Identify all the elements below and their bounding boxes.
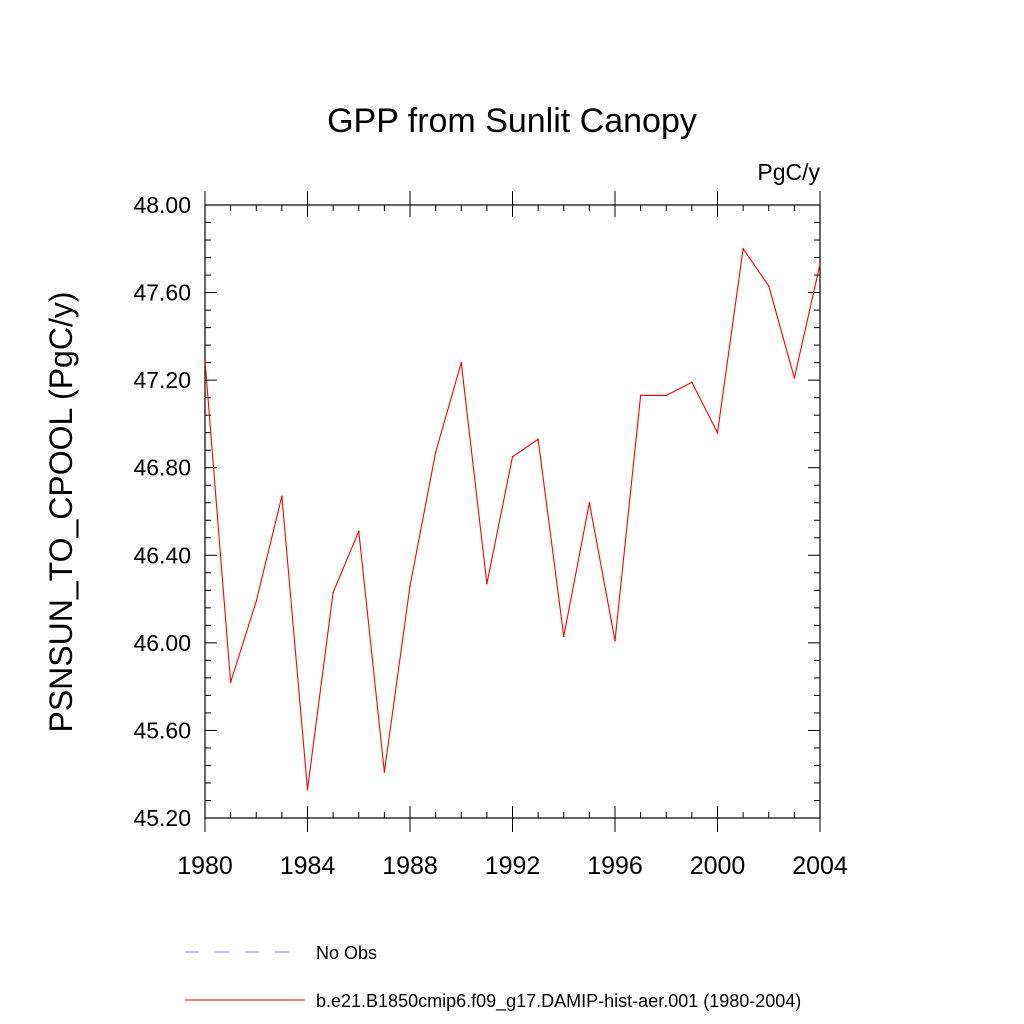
data-point xyxy=(229,681,232,684)
data-point xyxy=(357,530,360,533)
data-point xyxy=(742,247,744,250)
data-point xyxy=(562,635,565,638)
y-axis-label: PSNSUN_TO_CPOOL (PgC/y) xyxy=(43,292,79,733)
plot-area xyxy=(204,247,821,791)
x-tick-label: 1980 xyxy=(177,852,233,880)
data-point xyxy=(306,788,309,791)
data-point xyxy=(409,585,411,587)
x-tick-label: 2004 xyxy=(792,852,848,880)
x-tick-label: 1992 xyxy=(485,852,541,880)
data-point xyxy=(434,451,437,454)
x-tick-label: 1996 xyxy=(587,852,643,880)
data-point xyxy=(332,591,334,594)
plot-frame xyxy=(204,204,821,819)
data-point xyxy=(793,377,796,379)
y-tick-label: 47.60 xyxy=(133,280,191,306)
y-tick-label: 46.00 xyxy=(133,630,191,656)
y-tick-label: 45.60 xyxy=(133,717,191,743)
data-point xyxy=(255,600,258,603)
data-point xyxy=(486,582,488,585)
data-point xyxy=(281,495,283,497)
y-tick-label: 48.00 xyxy=(133,192,191,218)
x-tick-label: 2000 xyxy=(690,852,746,880)
data-point xyxy=(614,639,616,642)
data-point xyxy=(460,361,463,364)
data-point xyxy=(819,263,821,265)
legend-label: b.e21.B1850cmip6.f09_g17.DAMIP-hist-aer.… xyxy=(316,991,801,1012)
data-point xyxy=(691,381,693,384)
data-point xyxy=(204,359,206,362)
units-label: PgC/y xyxy=(757,159,820,185)
axes: 45.20 45.60 46.00 46.40 46.80 47.20 47.60 48.00… xyxy=(133,191,848,880)
data-point xyxy=(665,394,668,397)
legend: No Obs b.e21.B1850cmip6.f09_g17.DAMIP-his… xyxy=(185,943,801,1012)
chart-title: GPP from Sunlit Canopy xyxy=(327,102,697,140)
data-point xyxy=(767,285,770,287)
y-tick-label: 46.80 xyxy=(133,455,191,481)
y-tick-label: 47.20 xyxy=(133,367,191,393)
data-point xyxy=(639,394,642,397)
x-tick-label: 1984 xyxy=(280,852,336,880)
data-point xyxy=(588,501,591,504)
y-tick-label: 46.40 xyxy=(133,542,191,568)
data-point xyxy=(537,438,539,441)
y-tick-label: 45.20 xyxy=(133,805,191,831)
x-tick-label: 1988 xyxy=(382,852,438,880)
data-point xyxy=(716,431,719,434)
data-point xyxy=(383,771,386,773)
legend-label: No Obs xyxy=(316,943,377,963)
series-line xyxy=(204,247,821,790)
data-point xyxy=(511,455,514,458)
